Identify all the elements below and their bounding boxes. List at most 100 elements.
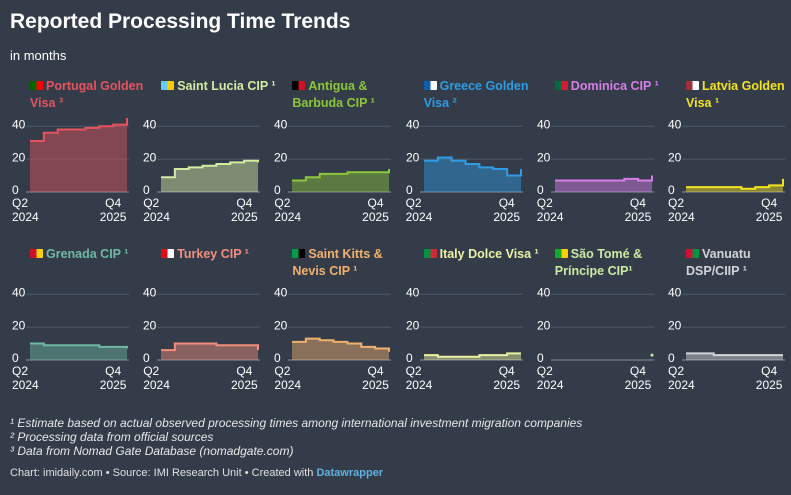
panel-title: Saint Kitts & Nevis CIP ¹ (292, 246, 410, 280)
y-tick-label: 20 (406, 150, 420, 164)
panel-title-text: Italy Dolce Visa ¹ (439, 247, 539, 261)
y-tick-label: 20 (274, 318, 288, 332)
panel-chart: 0 20 40 (537, 285, 654, 365)
y-tick-label: 0 (12, 183, 19, 197)
y-tick-label: 20 (668, 150, 682, 164)
y-tick-label: 40 (406, 117, 420, 131)
x-tick-label: Q4 2025 (624, 364, 652, 392)
flag-icon (30, 249, 43, 258)
line (292, 337, 391, 352)
panel-title: Turkey CIP ¹ (161, 246, 279, 263)
flag-icon (686, 249, 699, 258)
area (161, 160, 259, 192)
x-tick-label: Q2 2024 (405, 364, 433, 392)
panel-title: Greece Golden Visa ² (423, 78, 542, 112)
y-tick-label: 0 (143, 183, 150, 197)
area (686, 178, 783, 192)
x-tick-label: Q2 2024 (536, 196, 564, 224)
y-tick-label: 0 (12, 351, 19, 365)
y-tick-label: 0 (274, 183, 281, 197)
panel-chart: 0 20 40 (12, 117, 129, 197)
y-tick-label: 20 (12, 150, 26, 164)
line (292, 168, 391, 182)
panel-title: Latvia Golden Visa ¹ (686, 78, 791, 112)
x-tick-label: Q2 2024 (668, 196, 695, 224)
x-tick-label: Q2 2024 (12, 196, 39, 224)
line (423, 352, 521, 358)
subtitle: in months (10, 48, 67, 63)
panel-title-text: Grenada CIP ¹ (46, 247, 129, 261)
area (292, 338, 390, 360)
panel-title-text: Latvia Golden Visa ¹ (686, 79, 785, 110)
panel-chart: 0 20 40 (274, 285, 392, 365)
panel-chart: 0 20 40 (12, 285, 129, 365)
panel-chart: 0 20 40 (274, 117, 392, 197)
panel-title-text: Dominica CIP ¹ (570, 79, 659, 93)
y-tick-label: 20 (406, 318, 420, 332)
x-tick-label: Q4 2025 (624, 196, 652, 224)
y-tick-label: 40 (12, 285, 26, 299)
x-tick-label: Q2 2024 (668, 364, 695, 392)
note: ¹ Estimate based on actual observed proc… (10, 416, 583, 430)
panel-chart: 0 20 40 (668, 285, 785, 365)
y-tick-label: 20 (668, 318, 682, 332)
link[interactable]: Datawrapper (316, 467, 384, 479)
panel-title-text: Portugal Golden Visa ³ (30, 79, 144, 110)
y-tick-label: 0 (274, 351, 281, 365)
area (30, 118, 127, 192)
title: Reported Processing Time Trends (10, 10, 351, 33)
panel-title-text: Saint Kitts & Nevis CIP ¹ (292, 247, 383, 278)
flag-icon (423, 81, 437, 90)
panel-title: Dominica CIP ¹ (554, 78, 673, 95)
line (30, 342, 128, 349)
y-tick-label: 40 (143, 117, 157, 131)
y-tick-label: 40 (406, 285, 420, 299)
panel-chart: 0 20 40 (537, 117, 654, 197)
area (423, 157, 521, 192)
panel-title: Saint Lucia CIP ¹ (161, 78, 279, 95)
line (554, 175, 653, 182)
x-tick-label: Q4 2025 (99, 196, 127, 224)
y-tick-label: 0 (668, 351, 675, 365)
x-tick-label: Q2 2024 (274, 364, 302, 392)
panel-chart: 0 20 40 (143, 117, 261, 197)
line (686, 352, 783, 357)
y-tick-label: 20 (274, 150, 288, 164)
panel-chart: 0 20 40 (668, 117, 785, 197)
y-tick-label: 40 (12, 117, 26, 131)
x-tick-label: Q4 2025 (493, 196, 521, 224)
panel-title: Antigua & Barbuda CIP ¹ (292, 78, 410, 112)
y-tick-label: 0 (143, 351, 150, 365)
y-tick-label: 20 (143, 318, 157, 332)
panel-title-text: São Tomé & Príncipe CIP¹ (554, 247, 643, 278)
x-tick-label: Q4 2025 (493, 364, 521, 392)
x-tick-label: Q4 2025 (362, 364, 389, 392)
footer: Chart: imidaily.com • Source: IMI Resear… (10, 467, 383, 479)
line (686, 178, 784, 190)
x-tick-label: Q2 2024 (536, 364, 564, 392)
x-tick-label: Q4 2025 (362, 196, 389, 224)
x-tick-label: Q4 2025 (230, 196, 258, 224)
y-tick-label: 40 (668, 285, 682, 299)
x-tick-label: Q4 2025 (99, 364, 127, 392)
y-tick-label: 0 (406, 183, 413, 197)
point (650, 353, 654, 357)
y-tick-label: 20 (12, 318, 26, 332)
line (423, 156, 522, 177)
x-tick-label: Q2 2024 (12, 364, 39, 392)
panel-title: Grenada CIP ¹ (30, 246, 148, 263)
panel-chart: 0 20 40 (143, 285, 261, 365)
flag-icon (161, 81, 175, 90)
panel-title: Italy Dolce Visa ¹ (423, 246, 542, 263)
flag-icon (686, 81, 699, 90)
y-tick-label: 0 (537, 183, 544, 197)
y-tick-label: 20 (537, 318, 551, 332)
panel-title: São Tomé & Príncipe CIP¹ (554, 246, 673, 280)
panel-title-text: Turkey CIP ¹ (177, 247, 249, 261)
area (161, 343, 259, 360)
y-tick-label: 40 (668, 117, 682, 131)
y-tick-label: 0 (406, 351, 413, 365)
y-tick-label: 40 (274, 117, 288, 131)
flag-icon (292, 81, 306, 90)
